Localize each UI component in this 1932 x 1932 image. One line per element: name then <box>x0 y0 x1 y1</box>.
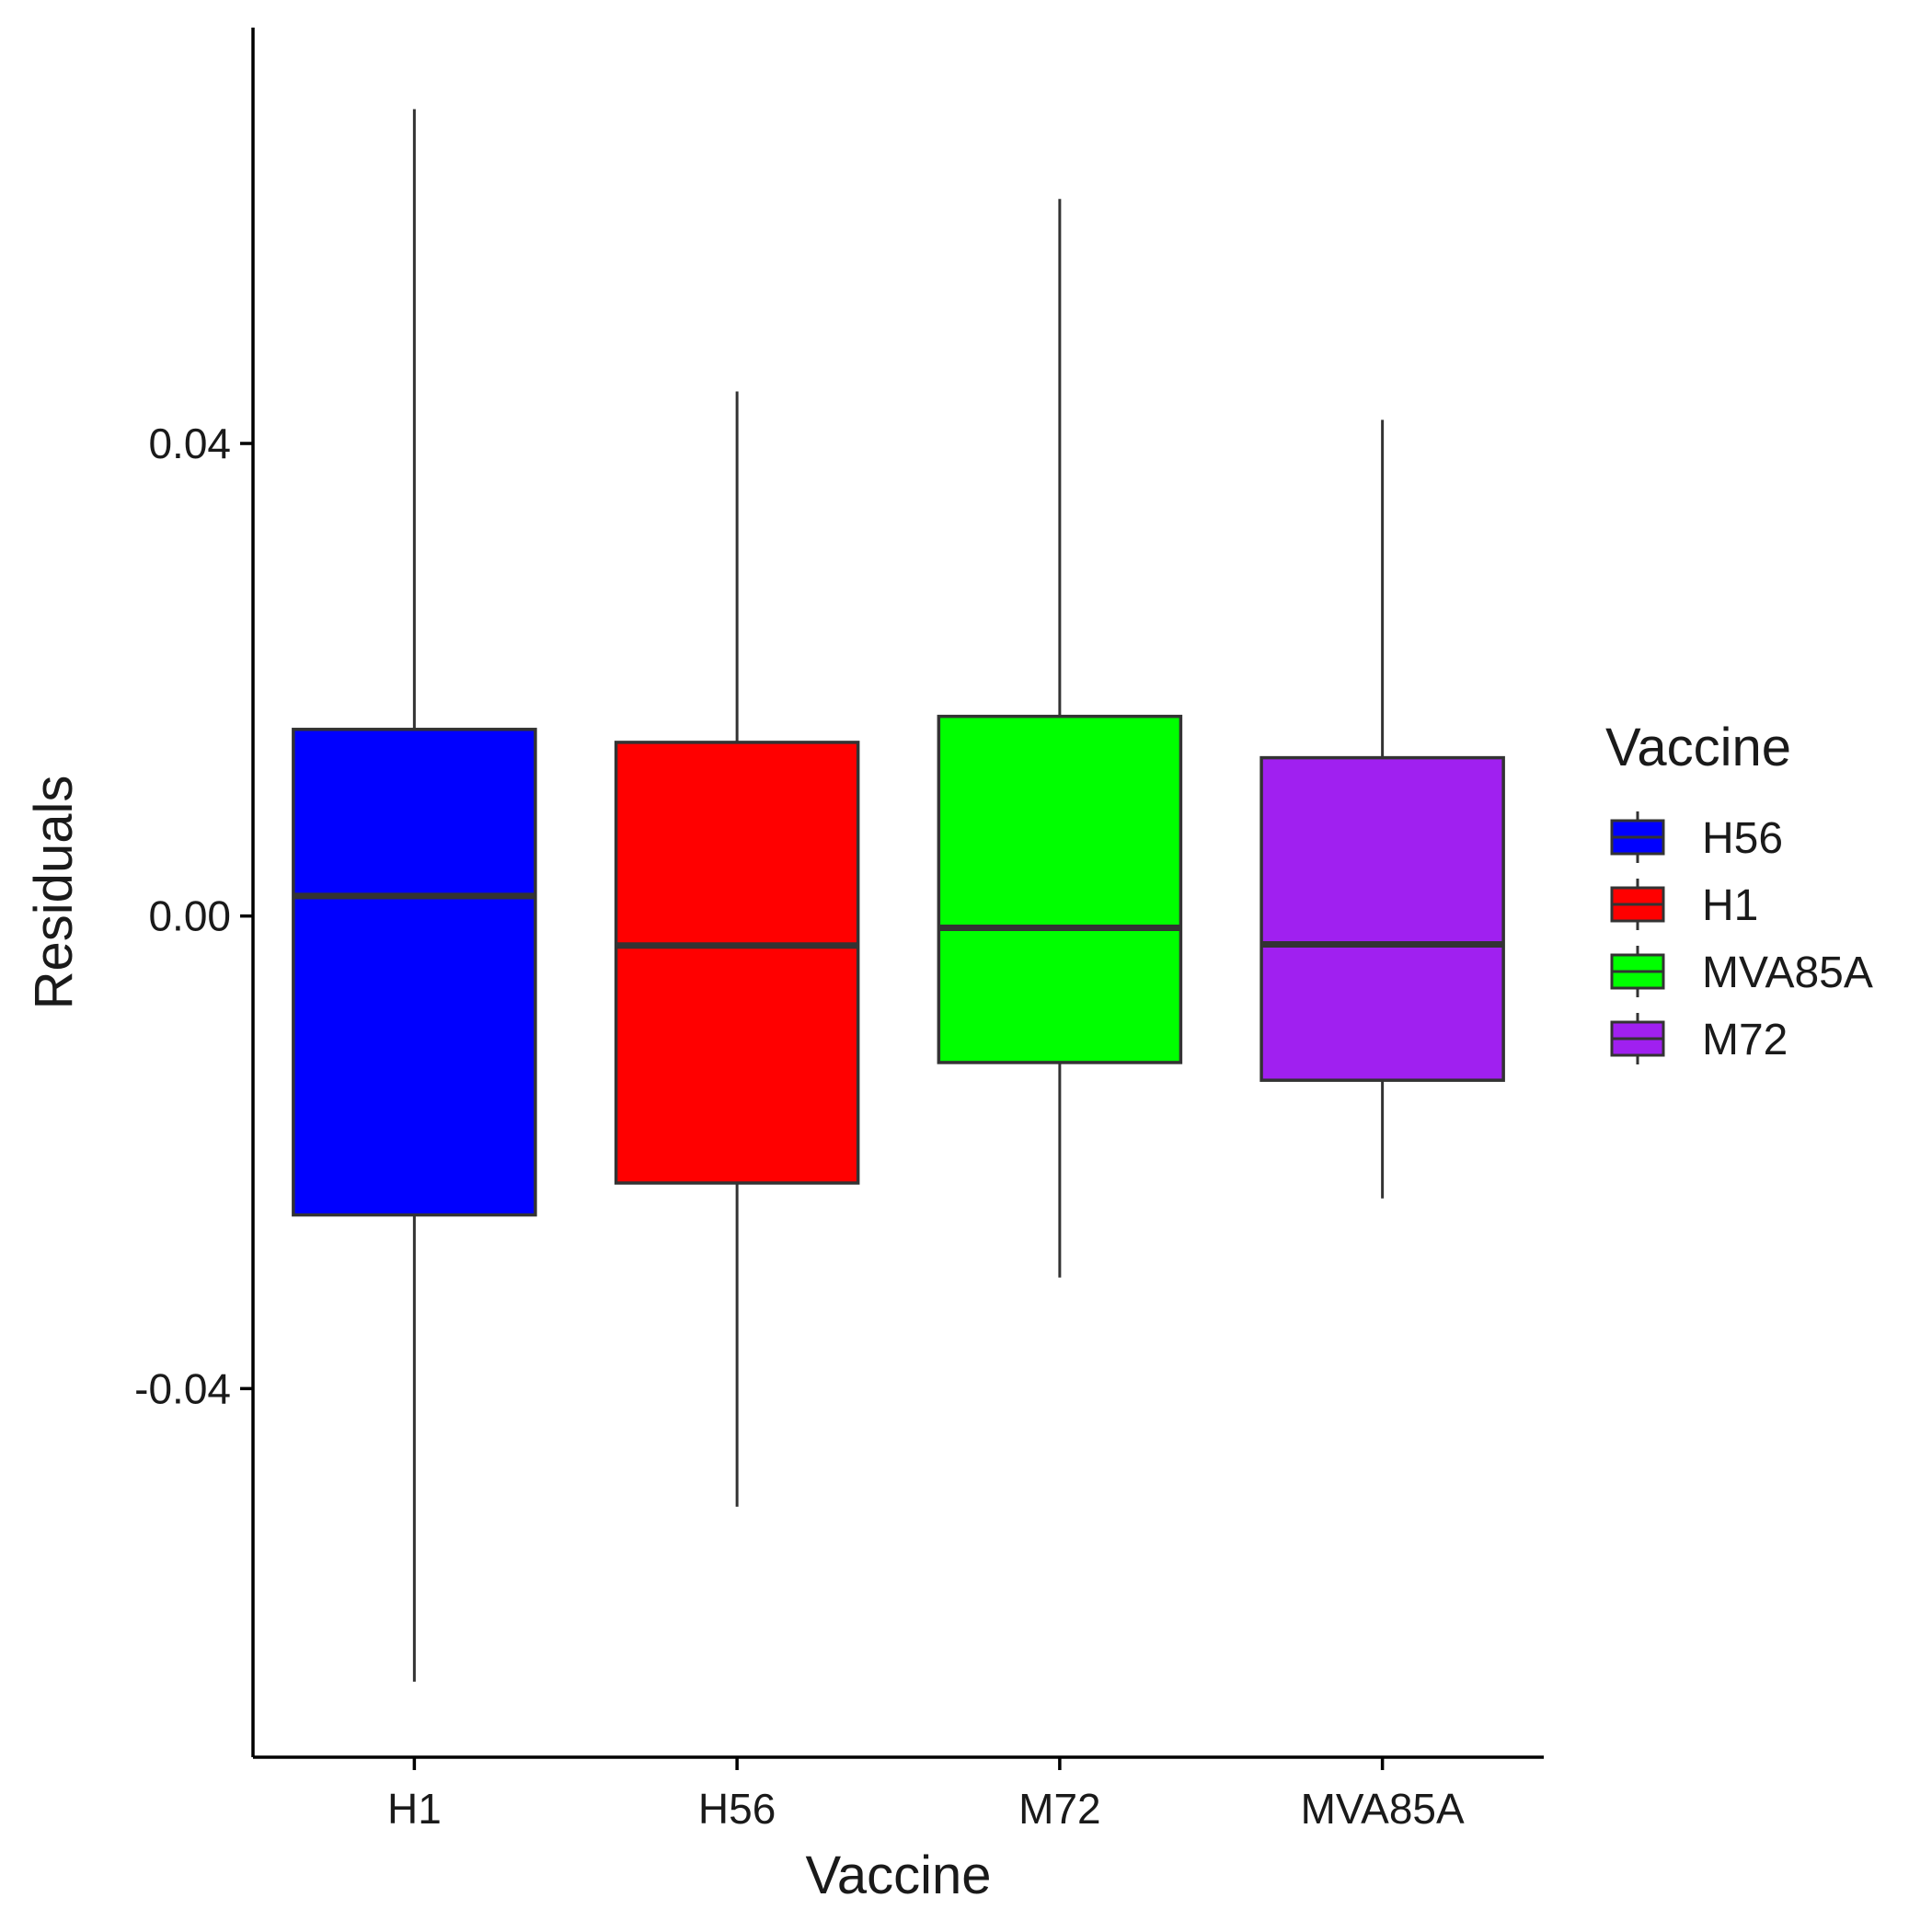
legend-label: H1 <box>1702 881 1758 930</box>
box-body <box>937 714 1183 1064</box>
x-axis-title: Vaccine <box>805 1846 991 1905</box>
x-tick-label: H56 <box>698 1785 776 1833</box>
x-axis-ticks: H1 H56 M72 MVA85A <box>387 1757 1465 1833</box>
legend-label: MVA85A <box>1702 949 1873 997</box>
legend-item-h56: H56 <box>1610 811 1783 863</box>
box-h56 <box>614 391 860 1507</box>
y-tick-label: -0.04 <box>134 1364 231 1412</box>
legend: Vaccine H56 H1 MVA85A M72 <box>1605 718 1873 1064</box>
x-tick-label: MVA85A <box>1301 1785 1465 1833</box>
box-h1 <box>292 109 537 1682</box>
legend-label: H56 <box>1702 814 1783 863</box>
legend-item-m72: M72 <box>1610 1013 1788 1064</box>
legend-label: M72 <box>1702 1016 1788 1064</box>
x-tick-label: M72 <box>1018 1785 1100 1833</box>
legend-item-h1: H1 <box>1610 879 1758 930</box>
y-axis-title: Residuals <box>24 776 84 1010</box>
box-body <box>292 728 537 1217</box>
box-body <box>614 741 860 1185</box>
y-tick-label: 0.04 <box>148 420 231 467</box>
x-tick-label: H1 <box>387 1785 442 1833</box>
box-m72 <box>937 199 1183 1278</box>
box-mva85a <box>1259 420 1505 1199</box>
box-body <box>1259 755 1505 1082</box>
plot-area <box>292 109 1505 1682</box>
y-axis-ticks: -0.04 0.00 0.04 <box>134 420 253 1412</box>
y-tick-label: 0.00 <box>148 892 231 940</box>
legend-item-mva85a: MVA85A <box>1610 946 1873 997</box>
legend-title: Vaccine <box>1605 718 1791 777</box>
